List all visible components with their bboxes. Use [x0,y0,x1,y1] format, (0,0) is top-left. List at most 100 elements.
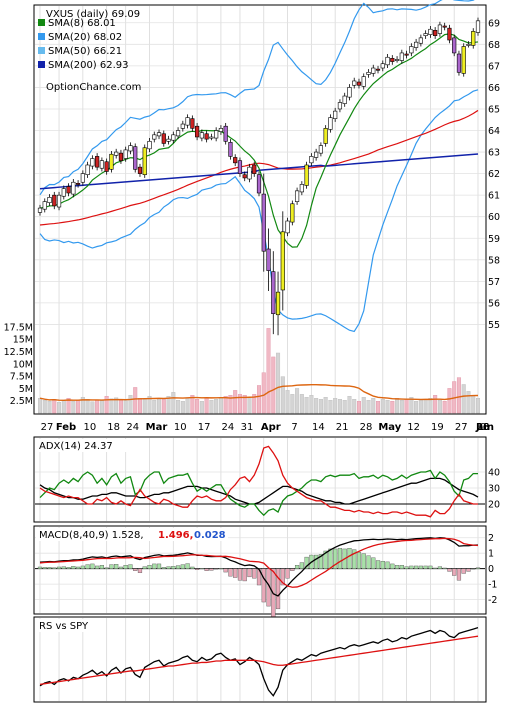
volume-bar [237,394,242,414]
macd-histogram-bar [261,568,266,603]
rs-series-line [39,627,479,697]
volume-bar [390,400,395,414]
candle-body [171,134,176,141]
candle-body [80,173,85,183]
adx-tick-label: 20 [488,500,500,511]
candle-body [399,52,404,61]
macd-histogram-bar [242,568,247,582]
macd-histogram-bar [142,566,147,569]
price-tick-label: 56 [488,298,500,309]
price-tick-label: 64 [488,126,500,137]
macd-histogram-bar [223,568,228,573]
volume-bar [42,400,47,414]
adx-series-line [39,477,479,505]
volume-bar [233,390,238,414]
x-tick-label: 14 [312,422,325,433]
volume-bar [385,400,390,414]
candle-body [433,30,438,37]
candle-body [304,164,309,186]
candle-body [75,183,81,185]
candle-body [347,87,352,98]
candle-body [394,59,400,61]
candle-body [247,166,252,180]
macd-histogram-bar [371,557,376,569]
candle-body [328,117,333,130]
volume-bar [209,400,214,414]
macd-histogram-bar [99,565,104,569]
macd-histogram-bar [161,567,166,569]
macd-histogram-bar [104,567,109,569]
price-tick-label: 55 [488,320,500,331]
macd-histogram-bar [299,562,304,569]
candle-body [218,128,224,132]
macd-histogram-bar [280,568,285,586]
macd-histogram-bar [90,563,95,569]
macd-histogram-bar [423,565,428,569]
candle-body [242,174,247,179]
macd-histogram-bar [394,565,400,569]
legend-swatch [38,33,45,40]
sma200-line [39,153,479,190]
macd-histogram-bar [380,560,385,569]
volume-tick-label: 7.5M [10,372,33,383]
volume-bar [466,391,471,414]
volume-bar [223,396,228,414]
price-tick-label: 63 [488,148,500,159]
macd-histogram-bar [475,567,481,569]
chart-title: VXUS (daily) 69.09 [46,9,140,20]
candle-body [261,193,266,252]
candle-body [223,125,228,142]
adx-title: ADX(14) 24.37 [39,441,113,452]
macd-histogram-bar [156,563,162,569]
candle-body [337,102,343,110]
macd-histogram-bar [404,566,409,569]
volume-bar [47,400,52,414]
volume-bar [418,400,423,414]
volume-bar [180,400,185,414]
macd-tick-label: 0 [488,564,494,575]
candle-body [104,161,109,172]
macd-histogram-bar [95,565,100,569]
x-tick-label: Jun [475,422,494,433]
volume-bar [414,400,419,414]
macd-histogram-bar [109,564,114,569]
x-tick-label: 31 [241,422,254,433]
macd-histogram-bar [452,568,457,576]
legend-label: SMA(20) 68.02 [48,32,122,43]
candle-body [90,158,95,167]
volume-bar [204,398,209,414]
macd-histogram-bar [390,563,395,569]
price-tick-label: 58 [488,255,500,266]
candle-body [156,132,162,137]
candle-body [437,24,443,34]
macd-histogram-bar [199,568,204,570]
candle-body [414,41,419,48]
macd-title: MACD(8,40,9) 1.528, [39,530,144,541]
volume-bar [114,397,119,414]
price-tick-label: 68 [488,40,500,51]
volume-bar [57,401,62,414]
candle-body [366,72,371,75]
macd-histogram-bar [323,550,328,569]
candle-body [209,136,214,139]
candle-body [118,152,124,161]
volume-bar [376,400,381,414]
macd-histogram-bar [461,568,466,574]
candle-body [309,156,314,164]
volume-bar [118,400,123,414]
candle-body [466,44,471,46]
x-tick-label: 24 [222,422,235,433]
macd-histogram-bar [228,568,233,577]
volume-bar [61,400,66,414]
macd-histogram-bar [356,552,362,569]
volume-tick-label: 5M [19,384,33,395]
volume-bar [171,392,176,414]
macd-histogram-bar [442,567,447,569]
candle-body [161,133,166,144]
macd-signal-value: 1.496, [158,530,193,541]
x-tick-label: 17 [198,422,211,433]
macd-tick-label: -2 [488,595,497,606]
candle-body [409,46,414,54]
macd-histogram-bar [375,560,381,569]
